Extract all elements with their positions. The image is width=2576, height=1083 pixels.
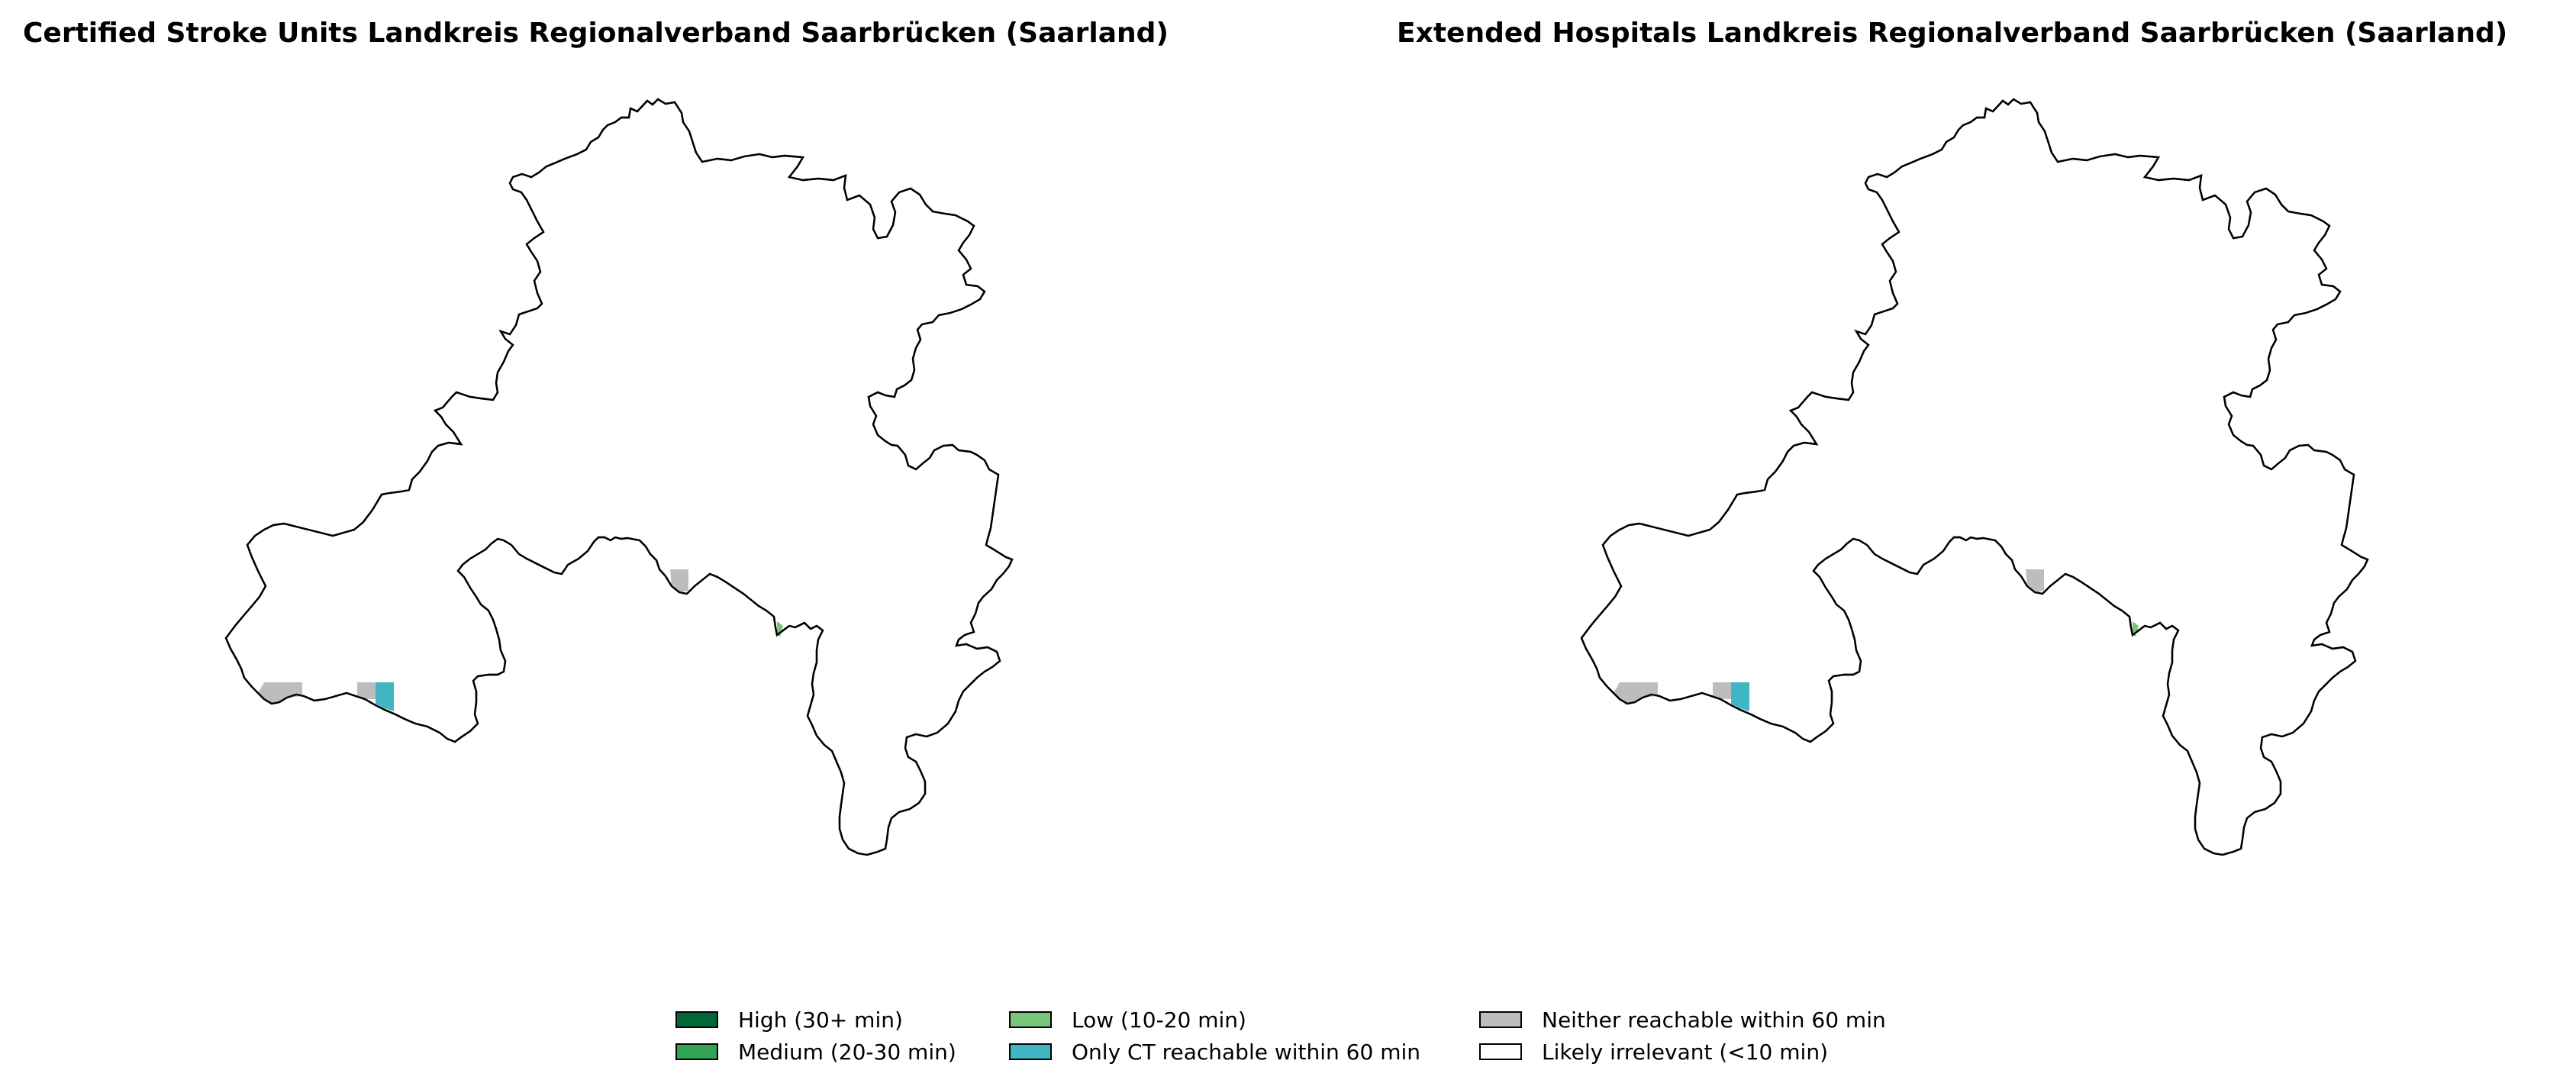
- district-outline-left: [224, 98, 1014, 856]
- area-neither-right-1: [1614, 682, 1658, 704]
- district-outline-right: [1580, 98, 2369, 856]
- district-map-right: [1580, 98, 2369, 856]
- map-title-right: Extended Hospitals Landkreis Regionalver…: [1397, 18, 2508, 49]
- map-title-left: Certified Stroke Units Landkreis Regiona…: [23, 18, 1169, 49]
- area-neither-left-1: [258, 682, 302, 704]
- area-neither-right-3: [2026, 569, 2044, 592]
- area-neither-left-3: [670, 569, 688, 592]
- area-only-ct-right: [1731, 682, 1749, 711]
- area-neither-right-2: [1713, 682, 1731, 699]
- district-map-left: [224, 98, 1014, 856]
- area-neither-left-2: [357, 682, 376, 699]
- area-only-ct-left: [376, 682, 394, 711]
